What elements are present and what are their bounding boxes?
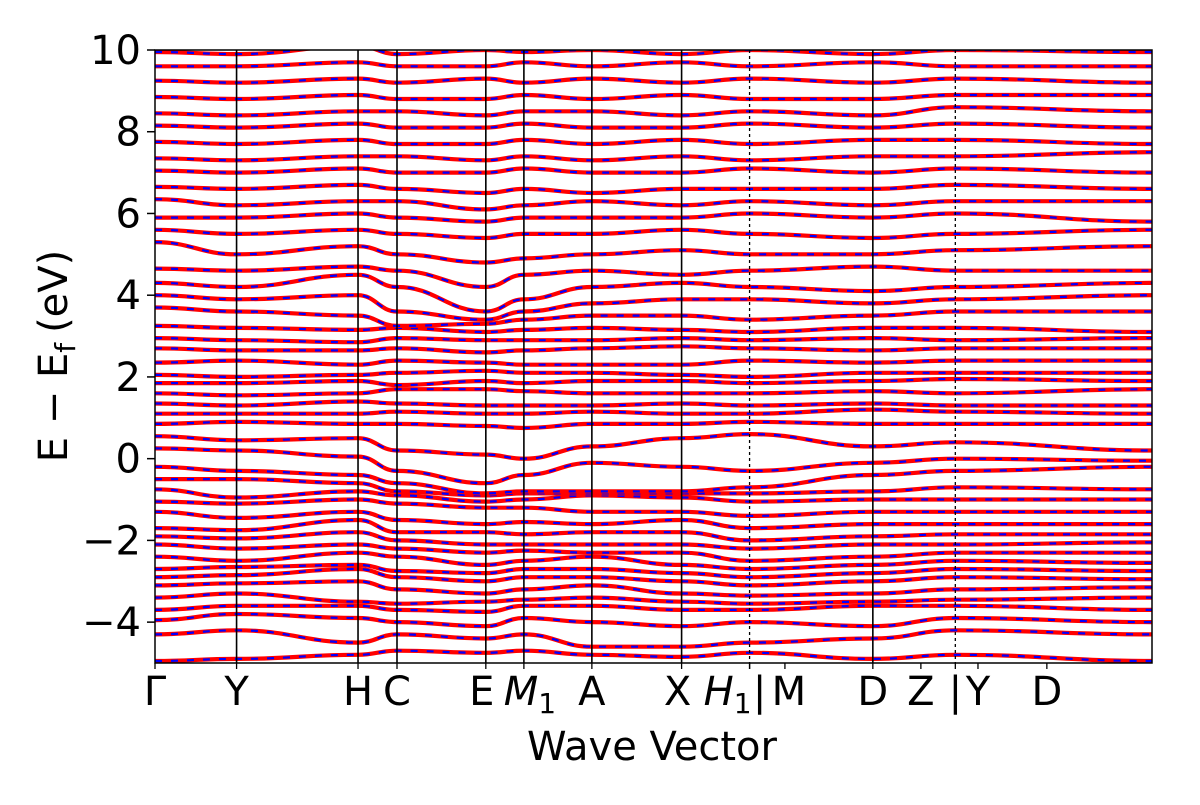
band-7-dashed-line xyxy=(155,563,1152,579)
band-30-dashed-line xyxy=(155,294,1152,321)
band-17-dashed-line xyxy=(155,447,1152,485)
band-44-dashed-line xyxy=(155,77,1152,84)
x-tick-label: X xyxy=(664,669,691,715)
y-tick-label: −4 xyxy=(82,600,141,646)
band-12-dashed-line xyxy=(155,510,1152,530)
y-axis-label-subscript: f xyxy=(49,342,82,353)
band-25-dashed-line xyxy=(155,359,1152,366)
band-41-dashed-line xyxy=(155,122,1152,129)
band-19-dashed-line xyxy=(155,420,1152,430)
band-38-dashed-line xyxy=(155,167,1152,174)
band-20-dashed-line xyxy=(155,408,1152,415)
x-axis-label: Wave Vector xyxy=(527,724,778,770)
x-tick-label: E xyxy=(469,669,494,715)
x-tick-label: | xyxy=(949,669,962,715)
band-33-solid-line xyxy=(155,240,1152,265)
x-tick-label: H1 xyxy=(704,669,752,720)
band-39-dashed-line xyxy=(155,151,1152,162)
x-tick-label: Z xyxy=(907,669,934,715)
band-13-dashed-line xyxy=(155,498,1152,517)
band-42-dashed-line xyxy=(155,106,1152,117)
band-0-dashed-line xyxy=(155,649,1152,663)
x-tick-label: C xyxy=(383,669,411,715)
band-22-dashed-line xyxy=(155,388,1152,397)
band-43-dashed-line xyxy=(155,93,1152,101)
band-6-dashed-line xyxy=(155,567,1152,587)
x-tick-label: M1 xyxy=(504,669,556,720)
x-tick-label: D xyxy=(857,669,888,715)
band-24-dashed-line xyxy=(155,369,1152,378)
y-tick-label: −2 xyxy=(82,518,141,564)
band-21-dashed-line xyxy=(155,400,1152,407)
x-tick-label: Γ xyxy=(144,669,167,715)
x-tick-label: M xyxy=(772,669,807,715)
y-tick-label: 4 xyxy=(116,273,141,319)
y-axis-label: E − Ef (eV) xyxy=(31,250,82,463)
y-axis-label-main: E − E xyxy=(31,353,77,463)
band-31-dashed-line xyxy=(155,273,1152,313)
band-4-dashed-line xyxy=(155,592,1152,605)
band-1-dashed-line xyxy=(155,629,1152,648)
band-8-dashed-line xyxy=(155,551,1152,571)
band-34-dashed-line xyxy=(155,228,1152,240)
y-axis-label-unit: (eV) xyxy=(31,250,77,333)
band-32-dashed-line xyxy=(155,265,1152,289)
band-27-dashed-line xyxy=(155,337,1152,344)
band-3-dashed-line xyxy=(155,604,1152,613)
x-tick-label: H xyxy=(343,669,373,715)
band-2-dashed-line xyxy=(155,612,1152,628)
band-29-dashed-line xyxy=(155,306,1152,327)
x-tick-label: Y xyxy=(965,669,991,715)
bands-layer xyxy=(155,50,1152,663)
band-10-dashed-line xyxy=(155,531,1152,550)
band-37-dashed-line xyxy=(155,183,1152,195)
kpoint-separator-lines xyxy=(235,50,956,663)
band-28-dashed-line xyxy=(155,324,1152,334)
band-33-dashed-line xyxy=(155,241,1152,264)
band-45-dashed-line xyxy=(155,61,1152,68)
band-18-dashed-line xyxy=(155,433,1152,460)
band-36-dashed-line xyxy=(155,198,1152,211)
x-tick-label: A xyxy=(578,669,606,715)
band-26-dashed-line xyxy=(155,345,1152,354)
plot-frame xyxy=(154,49,1153,664)
y-tick-label: 8 xyxy=(116,110,141,156)
x-tick-label: | xyxy=(753,669,766,715)
band-5-dashed-line xyxy=(155,580,1152,597)
y-tick-label: 10 xyxy=(90,28,141,74)
band-35-dashed-line xyxy=(155,212,1152,223)
x-tick-label: Y xyxy=(223,669,249,715)
band-40-dashed-line xyxy=(155,138,1152,146)
band-23-dashed-line xyxy=(155,377,1152,387)
band-9-dashed-line xyxy=(155,543,1152,562)
band-16-dashed-line xyxy=(155,465,1152,495)
y-axis-ticks: −4 −2 0 2 4 6 8 10 xyxy=(82,28,155,646)
x-axis-ticks: Γ Y H C E M1 A X H1 | M D Z | Y D xyxy=(144,663,1062,720)
band-11-dashed-line xyxy=(155,518,1152,542)
y-tick-label: 0 xyxy=(116,437,141,483)
x-tick-label: D xyxy=(1031,669,1062,715)
y-tick-label: 2 xyxy=(116,355,141,401)
y-tick-label: 6 xyxy=(116,191,141,237)
